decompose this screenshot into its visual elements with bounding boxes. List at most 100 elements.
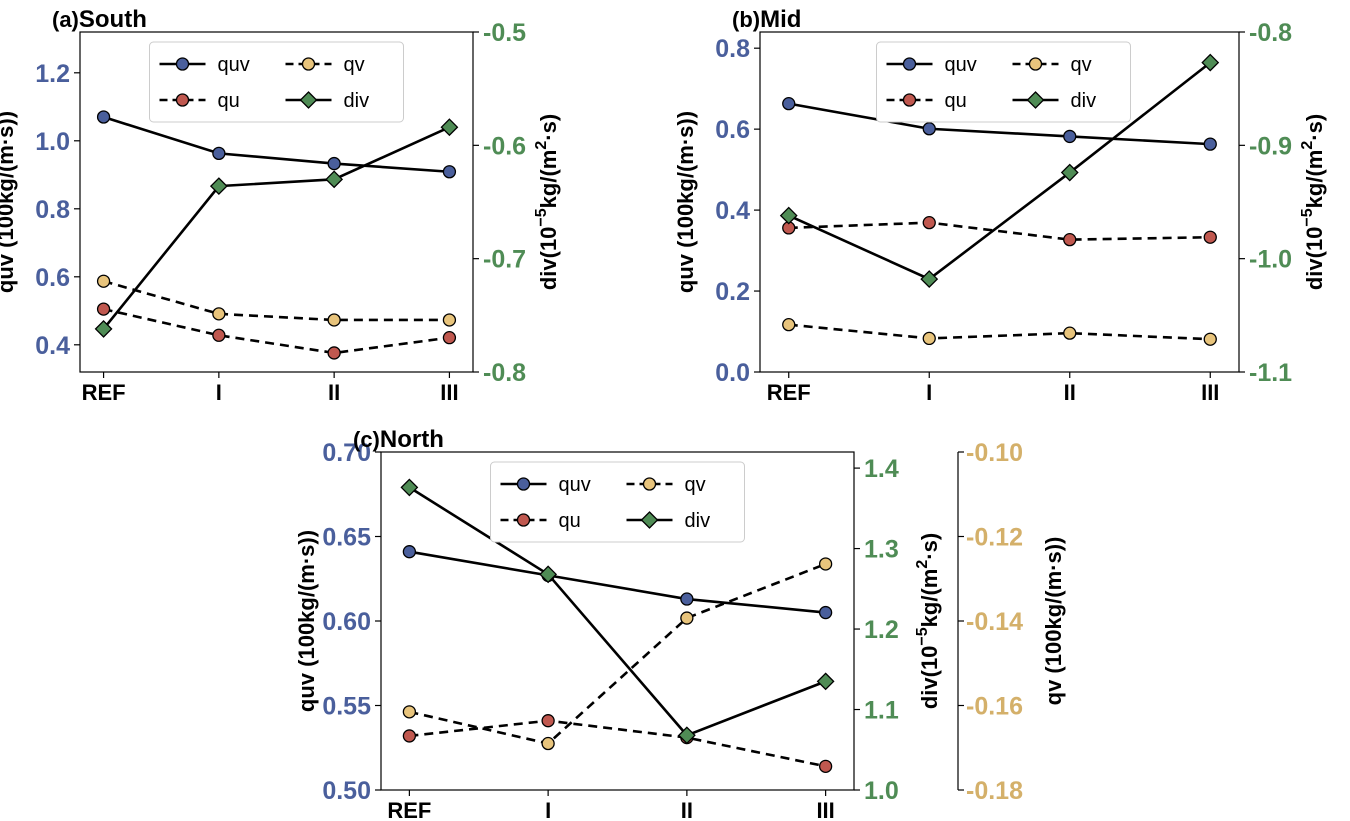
point-div	[816, 672, 835, 691]
point-div	[539, 565, 558, 584]
x-tick-label: III	[1201, 380, 1219, 405]
legend-item-div: div	[285, 90, 370, 112]
x-tick-label: REF	[767, 380, 811, 405]
panel-title: (c)North	[353, 426, 444, 453]
point-qv	[1063, 326, 1077, 340]
y-left-tick-label: 1.0	[35, 128, 70, 156]
point-qv	[402, 705, 417, 719]
legend: quv qv qu div	[490, 461, 745, 543]
y-right-axis-label-part: div(10	[536, 227, 561, 291]
legend-item-qu: qu	[500, 510, 581, 532]
point-qu	[818, 759, 833, 773]
legend-label-qv: qv	[344, 54, 365, 76]
legend-marker-div	[299, 91, 318, 109]
point-qu	[1203, 230, 1217, 244]
y-left-tick-label: 0.6	[35, 264, 70, 292]
series-line-qv	[788, 323, 1211, 341]
legend-label-qv: qv	[1071, 54, 1092, 76]
y-right-tick-label: -0.6	[483, 132, 526, 160]
x-tick-label: REF	[387, 798, 431, 821]
legend-item-quv: quv	[886, 54, 977, 76]
point-qu	[541, 714, 555, 728]
y-right-axis-label-part: kg/(m	[917, 569, 942, 628]
legend-item-qu: qu	[886, 90, 967, 112]
legend-marker-qu	[516, 513, 531, 527]
y-right-axis-label-part: 2	[1299, 141, 1316, 150]
panel-mid: REF I II III0.00.20.40.60.8-1.1-1.0-0.9-0.8…	[673, 6, 1327, 405]
y-left-tick-label: 0.55	[322, 693, 371, 721]
point-qv	[541, 736, 555, 751]
series-line-quv	[409, 550, 826, 614]
point-qv	[782, 317, 796, 332]
point-qv	[818, 557, 833, 571]
legend: quv qv qu div	[149, 41, 404, 123]
y-right-tick-label: -0.7	[483, 246, 526, 274]
y-left-tick-label: 0.65	[322, 524, 371, 552]
point-div	[325, 170, 344, 189]
point-quv	[680, 592, 694, 606]
y-left-tick-label: 0.50	[322, 777, 371, 805]
legend-marker-div	[640, 511, 659, 529]
y-left-tick-label: 1.2	[35, 60, 70, 88]
legend-marker-div	[1026, 91, 1045, 109]
y-right-tick-label: -0.8	[483, 359, 526, 387]
y-left-tick-label: 0.8	[715, 35, 750, 63]
legend-label-qv: qv	[685, 474, 706, 496]
legend-item-qv: qv	[285, 54, 365, 76]
point-qu	[402, 729, 417, 743]
y-left-axis-label: quv (100kg/(m·s))	[673, 111, 698, 293]
y-right-axis-label-part: kg/(m	[536, 150, 561, 209]
panel-title: (a)South	[52, 6, 147, 33]
y-left-tick-label: 0.70	[322, 439, 371, 467]
x-tick-label: II	[681, 798, 693, 821]
legend-label-div: div	[344, 90, 370, 112]
panel-north: REF I II III0.500.550.600.650.701.01.11.21.…	[294, 426, 1066, 821]
y-right-tick-label: 1.0	[864, 777, 899, 805]
legend-frame	[149, 41, 404, 123]
point-div	[209, 177, 228, 196]
y-right-tick-label: -1.1	[1249, 359, 1292, 387]
point-div	[400, 478, 419, 497]
legend-label-div: div	[685, 510, 711, 532]
legend-marker-qu	[175, 93, 190, 107]
plot-frame	[759, 31, 1240, 373]
y-left-tick-label: 0.8	[35, 196, 70, 224]
legend-item-qu: qu	[159, 90, 240, 112]
x-tick-label: I	[216, 380, 222, 405]
panel-name: North	[380, 426, 444, 453]
x-tick-label: REF	[82, 380, 126, 405]
x-tick-label: III	[440, 380, 458, 405]
y-right-axis-label: div(10−5kg/(m2·s)	[914, 533, 942, 709]
point-qu	[212, 328, 226, 342]
y-right-axis-label-part: ·s)	[1302, 114, 1327, 141]
y-qv-tick-label: -0.18	[966, 777, 1023, 805]
legend-marker-quv	[175, 57, 190, 71]
y-qv-tick-label: -0.16	[966, 693, 1023, 721]
point-qu	[442, 331, 457, 345]
legend-label-quv: quv	[218, 54, 250, 76]
legend-frame	[490, 461, 745, 543]
series-line-qv	[103, 279, 450, 322]
panel-name: Mid	[760, 6, 801, 33]
y-right-axis-label-part: −5	[1299, 208, 1316, 226]
x-tick-label: I	[926, 380, 932, 405]
y-qv-axis-label: qv (100kg/(m·s))	[1041, 537, 1066, 706]
point-quv	[818, 605, 833, 620]
y-right-tick-label: 1.1	[864, 697, 899, 725]
point-quv	[782, 96, 796, 111]
y-left-axis-label: quv (100kg/(m·s))	[0, 111, 18, 293]
y-right-tick-label: 1.2	[864, 616, 899, 644]
legend-item-qv: qv	[1012, 54, 1092, 76]
legend-item-quv: quv	[500, 474, 591, 496]
panel-south: REF I II III0.40.60.81.01.2-0.8-0.7-0.6-0.5…	[0, 6, 561, 405]
point-quv	[1203, 137, 1217, 151]
legend-marker-qv	[1028, 57, 1043, 71]
x-tick-label: II	[328, 380, 340, 405]
legend-label-qu: qu	[559, 510, 581, 532]
y-qv-tick-label: -0.10	[966, 439, 1023, 467]
y-right-axis-label-part: ·s)	[917, 533, 942, 560]
legend-item-div: div	[1012, 90, 1096, 112]
y-right-axis-label-part: kg/(m	[1302, 150, 1327, 209]
legend-marker-qv	[301, 57, 316, 71]
